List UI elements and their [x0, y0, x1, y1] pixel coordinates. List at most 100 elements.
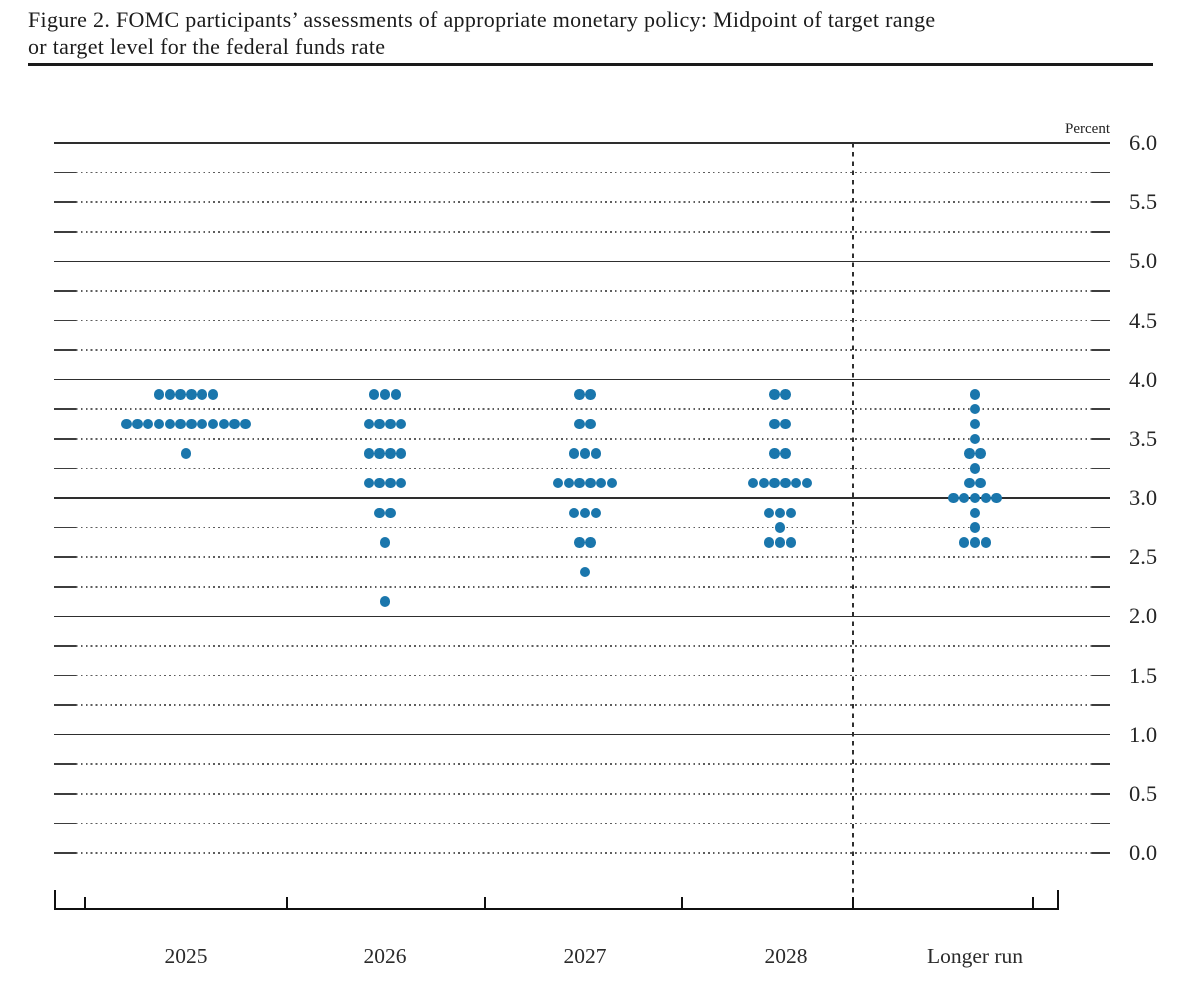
projection-dot — [369, 389, 380, 400]
projection-dot — [969, 418, 981, 430]
projection-dot — [363, 418, 374, 430]
y-tick-label: 5.0 — [1128, 248, 1158, 274]
projection-dot — [969, 522, 981, 533]
gridline-dotted — [76, 290, 1092, 292]
projection-dot — [240, 418, 251, 430]
gridline-dotted — [76, 171, 1092, 174]
projection-dot — [774, 507, 786, 518]
y-tick-label: 0.0 — [1128, 840, 1158, 865]
projection-dot — [606, 478, 618, 489]
projection-dot — [780, 478, 791, 489]
gridline-right-dash — [1092, 230, 1110, 233]
projection-dot — [585, 478, 596, 489]
gridline-right-dash — [1092, 792, 1110, 795]
projection-dot — [218, 418, 229, 430]
projection-dot — [585, 537, 596, 548]
projection-dot — [374, 448, 385, 459]
gridline-right-dash — [1092, 526, 1110, 529]
gridline-left-dash — [54, 290, 76, 292]
projection-dot — [574, 418, 585, 430]
projection-dot — [153, 418, 165, 430]
projection-dot — [379, 537, 391, 548]
projection-dot — [780, 448, 791, 459]
projection-dot — [585, 418, 596, 430]
projection-dot — [379, 389, 391, 400]
y-tick-label: 1.0 — [1128, 721, 1158, 747]
y-tick-label: 4.0 — [1128, 366, 1158, 392]
gridline-left-dash — [54, 171, 76, 174]
projection-dot — [385, 418, 396, 430]
projection-dot — [164, 389, 175, 400]
gridline-right-dash — [1092, 408, 1110, 411]
projection-dot — [764, 507, 775, 518]
projection-dot — [396, 448, 407, 459]
gridline-left-dash — [54, 201, 76, 204]
projection-dot — [374, 478, 385, 489]
projection-dot — [969, 537, 981, 548]
projection-dot — [774, 522, 786, 533]
y-tick-label: 6.0 — [1128, 130, 1158, 155]
gridline-dotted — [76, 822, 1092, 825]
projection-dot — [569, 448, 580, 459]
projection-dot — [975, 478, 986, 489]
projection-dot — [764, 537, 775, 548]
y-tick-label: 3.5 — [1128, 425, 1158, 451]
projection-dot — [121, 418, 132, 430]
projection-dot — [385, 448, 396, 459]
gridline-dotted — [76, 201, 1092, 204]
x-axis-tick — [84, 897, 86, 908]
gridline-right-dash — [1092, 674, 1110, 677]
projection-dot — [385, 507, 396, 518]
projection-dot — [969, 507, 981, 518]
projection-dot — [396, 478, 407, 489]
projection-dot — [774, 537, 786, 548]
gridline-right-dash — [1092, 585, 1110, 588]
x-axis-tick — [54, 890, 56, 908]
gridline-dotted — [76, 467, 1092, 470]
projection-dot — [197, 389, 208, 400]
gridline-right-dash — [1092, 290, 1110, 292]
projection-dot — [964, 448, 975, 459]
projection-dot — [374, 418, 385, 430]
projection-dot — [175, 389, 186, 400]
gridline-right-dash — [1092, 645, 1110, 647]
projection-dot — [785, 507, 796, 518]
gridline-dotted — [76, 349, 1092, 351]
x-axis-line — [54, 908, 1059, 911]
projection-dot — [579, 448, 591, 459]
projection-dot — [959, 492, 970, 504]
projection-dot — [769, 389, 780, 400]
projection-dot — [363, 448, 374, 459]
gridline-dotted — [76, 674, 1092, 677]
gridline-left-dash — [54, 585, 76, 588]
gridline-left-dash — [54, 437, 76, 440]
gridline-solid — [54, 497, 1110, 499]
gridline-right-dash — [1092, 556, 1110, 559]
projection-dot — [563, 478, 574, 489]
projection-dot — [180, 448, 192, 459]
x-axis-tick — [1057, 890, 1059, 908]
gridline-left-dash — [54, 526, 76, 529]
gridline-dotted — [76, 852, 1092, 854]
gridline-solid — [54, 378, 1110, 381]
gridline-left-dash — [54, 645, 76, 647]
projection-dot — [374, 507, 385, 518]
projection-dot — [396, 418, 407, 430]
gridline-right-dash — [1092, 201, 1110, 204]
projection-dot — [590, 507, 601, 518]
projection-dot — [769, 448, 780, 459]
projection-dot — [585, 389, 596, 400]
projection-dot — [175, 418, 186, 430]
gridline-dotted — [76, 526, 1092, 529]
gridline-dotted — [76, 704, 1092, 706]
gridline-left-dash — [54, 852, 76, 854]
gridline-right-dash — [1092, 852, 1110, 854]
gridline-dotted — [76, 645, 1092, 647]
projection-dot — [574, 537, 585, 548]
x-axis-label-2026: 2026 — [363, 944, 407, 968]
projection-dot — [590, 448, 601, 459]
projection-dot — [186, 389, 197, 400]
gridline-dotted — [76, 437, 1092, 440]
x-axis-label-2027: 2027 — [563, 944, 607, 968]
projection-dot — [552, 478, 564, 489]
